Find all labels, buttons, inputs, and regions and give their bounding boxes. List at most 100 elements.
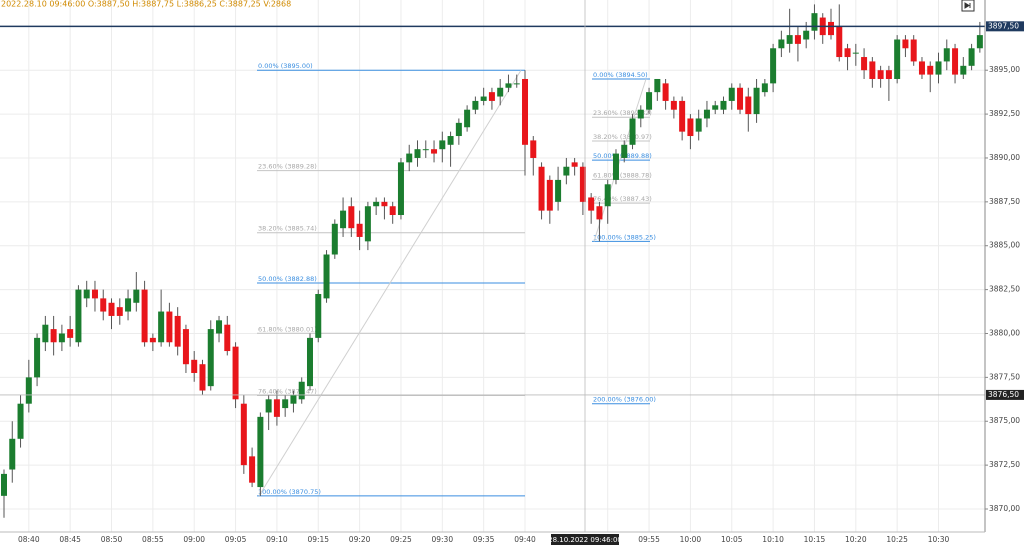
- candle-body: [298, 381, 305, 400]
- candle-body: [306, 337, 313, 387]
- candle-body: [265, 399, 272, 413]
- candle-body: [902, 39, 909, 49]
- y-tick-label: 3882,50: [989, 285, 1020, 294]
- x-tick-label: 10:30: [928, 535, 950, 544]
- candle-body: [422, 149, 429, 151]
- x-tick-label: 09:05: [225, 535, 247, 544]
- candle-body: [803, 30, 810, 40]
- scroll-end-icon: [964, 2, 971, 9]
- candle-body: [141, 289, 148, 343]
- candle-body: [786, 35, 793, 44]
- candle-body: [315, 293, 322, 338]
- axis: 3870,00 3872,50 3875,00 3877,50 3880,00 3882,…: [18, 21, 1024, 545]
- candle-body: [67, 329, 74, 338]
- candle-body: [100, 298, 107, 312]
- last-price-label: 3897,50: [988, 21, 1019, 30]
- candle-body: [968, 48, 975, 66]
- x-tick-label: 09:00: [183, 535, 205, 544]
- fib-label: 100.00% (3870.75): [258, 488, 321, 496]
- candle-body: [530, 140, 537, 158]
- candle-body: [612, 153, 619, 180]
- candle-body: [770, 48, 777, 84]
- candle-body: [861, 57, 868, 71]
- candle-body: [133, 289, 140, 303]
- candle-body: [17, 403, 24, 439]
- y-tick-label: 3885,00: [989, 241, 1020, 250]
- candle-body: [381, 201, 388, 207]
- x-tick-label: 09:20: [349, 535, 371, 544]
- crosshair-time-label: 28.10.2022 09:46:00: [548, 536, 622, 544]
- candle-body: [356, 223, 363, 237]
- candle-body: [852, 52, 859, 54]
- candle-body: [166, 311, 173, 343]
- y-tick-label: 3887,50: [989, 197, 1020, 206]
- candle-body: [745, 96, 752, 115]
- candle-body: [149, 337, 156, 343]
- candle-body: [522, 78, 529, 145]
- candle-body: [513, 83, 520, 85]
- fib-label: 61.80% (3880.01): [258, 325, 317, 333]
- candle-body: [935, 61, 942, 75]
- candle-body: [588, 197, 595, 211]
- x-tick-label: 09:15: [307, 535, 329, 544]
- candle-body: [406, 153, 413, 163]
- crosshair-time-box: [551, 534, 619, 545]
- candle-body: [75, 289, 82, 343]
- x-tick-label: 09:30: [431, 535, 453, 544]
- grid: [0, 0, 985, 532]
- last-price-box: [986, 21, 1024, 32]
- x-tick-label: 10:15: [804, 535, 826, 544]
- candle-body: [918, 61, 925, 75]
- candles: [0, 0, 985, 532]
- candle-body: [158, 311, 165, 343]
- y-tick-label: 3875,00: [989, 416, 1020, 425]
- candle-body: [778, 39, 785, 49]
- x-tick-label: 08:55: [142, 535, 164, 544]
- candle-body: [670, 100, 677, 110]
- fib-label: 38.20% (3890.97): [593, 133, 652, 141]
- x-tick-label: 10:10: [762, 535, 784, 544]
- candle-body: [563, 166, 570, 176]
- candle-body: [207, 329, 214, 387]
- fib-label: 38.20% (3885.74): [258, 225, 317, 233]
- candle-body: [348, 206, 355, 229]
- candle-body: [472, 100, 479, 110]
- y-tick-label: 3892,50: [989, 109, 1020, 118]
- candle-body: [273, 399, 280, 417]
- candle-body: [240, 403, 247, 466]
- candle-body: [83, 289, 90, 299]
- candle-body: [91, 289, 98, 299]
- candle-body: [125, 298, 132, 312]
- candle-body: [447, 136, 454, 145]
- candle-body: [9, 438, 16, 470]
- x-tick-label: 10:00: [680, 535, 702, 544]
- candle-body: [720, 100, 727, 110]
- candle-body: [662, 83, 669, 101]
- candle-body: [282, 399, 289, 409]
- fib-label: 100.00% (3885.25): [593, 233, 656, 241]
- y-tick-label: 3880,00: [989, 328, 1020, 337]
- candle-body: [373, 201, 380, 207]
- fib-label: 200.00% (3876.00): [593, 396, 656, 404]
- candle-body: [828, 21, 834, 36]
- candle-body: [654, 78, 661, 93]
- candle-body: [629, 118, 636, 145]
- crosshair-price-label: 3876,50: [988, 390, 1019, 399]
- candle-body: [910, 39, 917, 62]
- candle-body: [340, 210, 347, 229]
- candle-body: [257, 416, 264, 488]
- candle-body: [679, 100, 686, 132]
- candle-body: [703, 109, 710, 119]
- x-tick-label: 10:20: [845, 535, 867, 544]
- x-tick-label: 09:40: [514, 535, 536, 544]
- x-tick-label: 10:05: [721, 535, 743, 544]
- candle-body: [25, 377, 32, 404]
- x-tick-label: 10:25: [886, 535, 908, 544]
- candle-body: [108, 302, 115, 316]
- candle-body: [182, 329, 189, 365]
- x-tick-label: 09:55: [638, 535, 660, 544]
- candle-body: [364, 206, 371, 242]
- y-tick-label: 3870,00: [989, 504, 1020, 513]
